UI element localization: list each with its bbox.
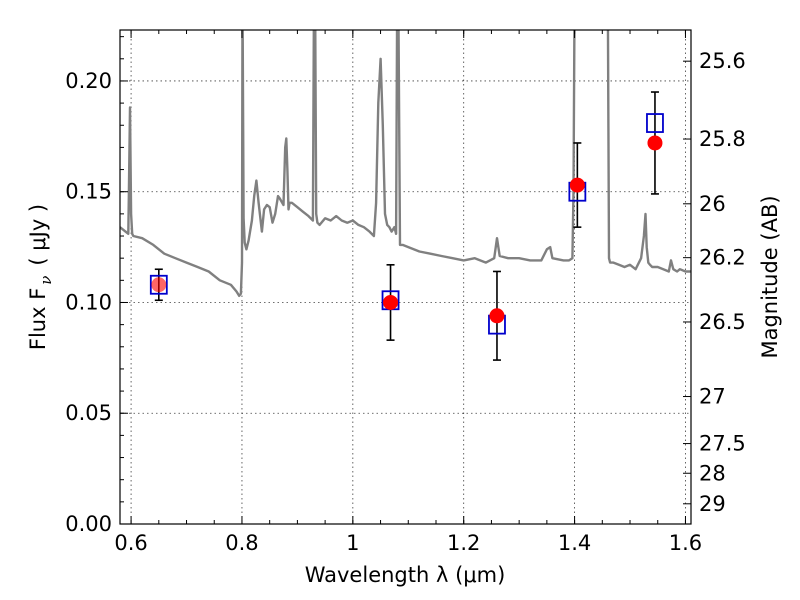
mag-tick-label: 26.5 (699, 310, 746, 334)
y-axis-title-main: Flux F (26, 288, 50, 350)
mag-tick-label: 25.6 (699, 49, 746, 73)
observed-photometry-point (569, 177, 585, 193)
plot-area (120, 30, 691, 361)
y-tick-label: 0.00 (65, 512, 112, 536)
x-axis-title: Wavelength λ (μm) (305, 563, 506, 587)
observed-photometry-point (151, 277, 167, 293)
y-axis-title-sub: ν (37, 276, 55, 285)
observed-photometry-point (647, 135, 663, 151)
y2-axis-title: Magnitude (AB) (758, 195, 782, 358)
mag-tick-label: 29 (699, 492, 726, 516)
y-tick-label: 0.05 (65, 401, 112, 425)
y-tick-label: 0.20 (65, 69, 112, 93)
x-tick-label: 1 (346, 531, 359, 555)
x-tick-label: 0.8 (225, 531, 258, 555)
model-photometry-point (149, 274, 168, 295)
x-tick-label: 0.6 (114, 531, 147, 555)
mag-tick-label: 26 (699, 192, 726, 216)
grid (120, 30, 691, 525)
mag-tick-label: 25.8 (699, 127, 746, 151)
mag-tick-label: 27.5 (699, 432, 746, 456)
y-axis-title-units: ( μJy ) (26, 204, 50, 266)
model-spectrum-line (120, 30, 691, 297)
mag-tick-label: 28 (699, 461, 726, 485)
y-tick-label: 0.15 (65, 180, 112, 204)
observed-photometry-point (383, 294, 399, 310)
mag-tick-label: 27 (699, 385, 726, 409)
plot-frame (119, 29, 692, 525)
x-tick-label: 1.6 (669, 531, 702, 555)
y-tick-label: 0.10 (65, 290, 112, 314)
svg-text:Flux F​ν( μJy ): Flux F​ν( μJy ) (26, 204, 55, 350)
axes: 0.6 0.8 1 1.2 1.4 1.6 0.00 0.05 0.10 0.15 0.20 25.6… (65, 30, 746, 555)
x-tick-label: 1.4 (558, 531, 591, 555)
mag-tick-label: 26.2 (699, 246, 746, 270)
observed-photometry-point (489, 308, 505, 324)
y-axis-title: Flux F​ν( μJy ) (26, 204, 55, 350)
x-tick-label: 1.2 (447, 531, 480, 555)
model-photometry-point (646, 113, 664, 133)
